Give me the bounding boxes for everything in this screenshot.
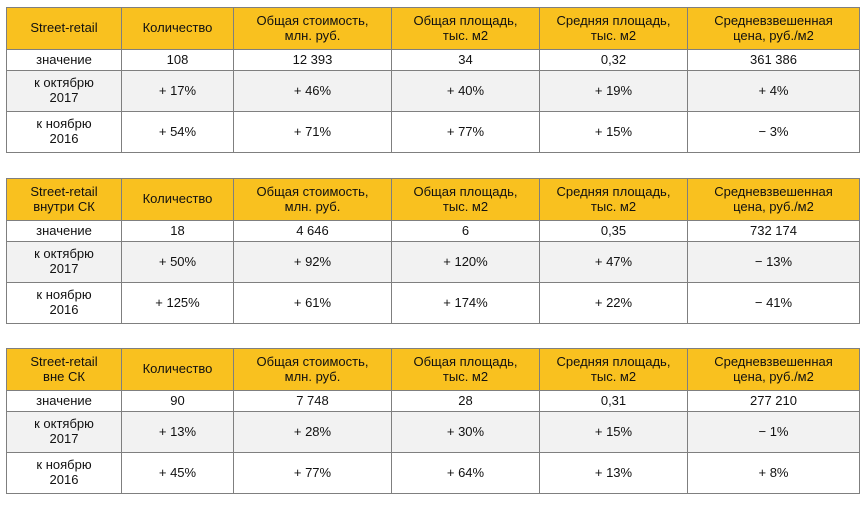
table-cell: к ноябрю 2016	[6, 452, 122, 494]
table-cell: к октябрю 2017	[6, 70, 122, 112]
table-cell: − 41%	[687, 282, 860, 324]
header-row: Street-retail вне СК Количество Общая ст…	[6, 348, 860, 391]
table-cell: + 120%	[391, 241, 540, 283]
table-cell: + 28%	[233, 411, 392, 453]
table-cell: к октябрю 2017	[6, 411, 122, 453]
table-row: к октябрю 2017 + 17% + 46% + 40% + 19% +…	[6, 70, 860, 112]
header-cell: Средневзвешенная цена, руб./м2	[687, 178, 860, 221]
table-row: к октябрю 2017 + 50% + 92% + 120% + 47% …	[6, 241, 860, 283]
table-cell: 108	[121, 49, 234, 71]
table-cell: 7 748	[233, 390, 392, 412]
table-cell: 4 646	[233, 220, 392, 242]
header-cell: Общая стоимость, млн. руб.	[233, 7, 392, 50]
table-cell: + 92%	[233, 241, 392, 283]
table-cell: + 46%	[233, 70, 392, 112]
header-cell: Средневзвешенная цена, руб./м2	[687, 348, 860, 391]
header-row: Street-retail внутри СК Количество Общая…	[6, 178, 860, 221]
header-cell: Количество	[121, 178, 234, 221]
header-cell: Общая стоимость, млн. руб.	[233, 348, 392, 391]
table-row: к ноябрю 2016 + 125% + 61% + 174% + 22% …	[6, 282, 860, 324]
table-cell: − 3%	[687, 111, 860, 153]
table-cell: + 15%	[539, 411, 688, 453]
table-cell: + 77%	[391, 111, 540, 153]
table-cell: + 40%	[391, 70, 540, 112]
table-row: значение 18 4 646 6 0,35 732 174	[6, 220, 860, 242]
header-cell: Street-retail внутри СК	[6, 178, 122, 221]
table-cell: + 50%	[121, 241, 234, 283]
table-cell: + 15%	[539, 111, 688, 153]
table-cell: 0,35	[539, 220, 688, 242]
table-cell: + 71%	[233, 111, 392, 153]
table-cell: + 4%	[687, 70, 860, 112]
header-cell: Количество	[121, 348, 234, 391]
header-cell: Общая площадь, тыс. м2	[391, 178, 540, 221]
table-cell: + 8%	[687, 452, 860, 494]
table-cell: 90	[121, 390, 234, 412]
header-cell: Средняя площадь, тыс. м2	[539, 348, 688, 391]
table-cell: − 1%	[687, 411, 860, 453]
header-cell: Общая площадь, тыс. м2	[391, 348, 540, 391]
table-row: значение 108 12 393 34 0,32 361 386	[6, 49, 860, 71]
header-cell: Количество	[121, 7, 234, 50]
table-cell: + 13%	[121, 411, 234, 453]
table-cell: + 30%	[391, 411, 540, 453]
table-cell: + 77%	[233, 452, 392, 494]
table-cell: 361 386	[687, 49, 860, 71]
table-cell: + 64%	[391, 452, 540, 494]
table-street-retail-inside-sk: Street-retail внутри СК Количество Общая…	[6, 178, 860, 324]
table-cell: 28	[391, 390, 540, 412]
table-cell: 18	[121, 220, 234, 242]
table-street-retail: Street-retail Количество Общая стоимость…	[6, 7, 860, 153]
table-cell: − 13%	[687, 241, 860, 283]
table-row: к ноябрю 2016 + 54% + 71% + 77% + 15% − …	[6, 111, 860, 153]
table-cell: + 22%	[539, 282, 688, 324]
table-cell: 34	[391, 49, 540, 71]
table-cell: + 61%	[233, 282, 392, 324]
table-cell: к ноябрю 2016	[6, 282, 122, 324]
table-cell: значение	[6, 220, 122, 242]
table-street-retail-outside-sk: Street-retail вне СК Количество Общая ст…	[6, 348, 860, 494]
header-cell: Общая стоимость, млн. руб.	[233, 178, 392, 221]
table-cell: + 174%	[391, 282, 540, 324]
table-row: к октябрю 2017 + 13% + 28% + 30% + 15% −…	[6, 411, 860, 453]
table-cell: к ноябрю 2016	[6, 111, 122, 153]
header-cell: Средняя площадь, тыс. м2	[539, 7, 688, 50]
header-cell: Street-retail вне СК	[6, 348, 122, 391]
table-row: к ноябрю 2016 + 45% + 77% + 64% + 13% + …	[6, 452, 860, 494]
table-cell: + 45%	[121, 452, 234, 494]
table-row: значение 90 7 748 28 0,31 277 210	[6, 390, 860, 412]
header-cell: Средневзвешенная цена, руб./м2	[687, 7, 860, 50]
table-cell: 0,31	[539, 390, 688, 412]
table-cell: значение	[6, 49, 122, 71]
table-cell: + 54%	[121, 111, 234, 153]
table-cell: 0,32	[539, 49, 688, 71]
table-cell: + 17%	[121, 70, 234, 112]
header-row: Street-retail Количество Общая стоимость…	[6, 7, 860, 50]
header-cell: Общая площадь, тыс. м2	[391, 7, 540, 50]
table-cell: + 125%	[121, 282, 234, 324]
table-cell: + 13%	[539, 452, 688, 494]
table-cell: 732 174	[687, 220, 860, 242]
header-cell: Средняя площадь, тыс. м2	[539, 178, 688, 221]
table-cell: + 19%	[539, 70, 688, 112]
table-cell: 6	[391, 220, 540, 242]
header-cell: Street-retail	[6, 7, 122, 50]
table-cell: значение	[6, 390, 122, 412]
table-cell: 277 210	[687, 390, 860, 412]
table-cell: к октябрю 2017	[6, 241, 122, 283]
table-cell: + 47%	[539, 241, 688, 283]
table-cell: 12 393	[233, 49, 392, 71]
